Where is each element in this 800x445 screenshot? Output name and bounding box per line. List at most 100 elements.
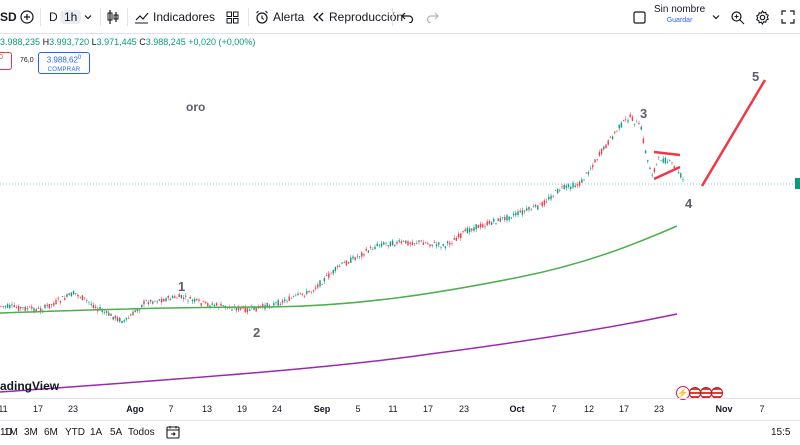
bottom-toolbar: 1D 5D 1M 3M 6M YTD 1A 5A Todos 15:5	[0, 420, 800, 445]
chart-text-oro: oro	[186, 100, 205, 114]
candle-body	[61, 296, 64, 298]
candle-body	[402, 241, 405, 242]
candle-body	[134, 310, 136, 313]
candle-body	[202, 301, 205, 302]
candle-body	[72, 291, 75, 295]
open-value: 3.988,235	[0, 37, 41, 47]
candle-body	[592, 165, 594, 168]
candle-body	[572, 182, 574, 188]
candle-body	[35, 309, 37, 312]
candle-body	[473, 227, 475, 231]
alert-button[interactable]: Alerta	[255, 6, 304, 28]
candle-body	[103, 312, 106, 313]
candle-body	[48, 304, 51, 309]
candle-body	[598, 152, 601, 156]
candle-body	[504, 216, 506, 221]
range-3m[interactable]: 3M	[24, 427, 38, 438]
range-1d[interactable]: 1D	[0, 427, 13, 438]
candle-body	[682, 179, 684, 180]
candle-body	[22, 307, 24, 309]
candle-body	[123, 320, 125, 322]
templates-button[interactable]	[226, 6, 239, 28]
candle-body	[59, 301, 62, 303]
candle-body	[545, 201, 548, 203]
symbol-search[interactable]: SD	[0, 6, 17, 28]
candle-body	[50, 304, 53, 305]
date-range-button[interactable]	[166, 425, 180, 442]
clock: 15:5	[771, 427, 791, 438]
wave-label-2: 2	[253, 325, 260, 340]
candle-body	[554, 190, 557, 191]
quick-search-button[interactable]	[730, 6, 745, 28]
range-ytd[interactable]: YTD	[65, 427, 85, 438]
candle-body	[383, 242, 385, 245]
candle-body	[325, 275, 328, 276]
change-value: +0,020 (+0,00%)	[188, 37, 256, 47]
wave-label-4: 4	[685, 196, 693, 211]
event-badges[interactable]: ⚡	[676, 386, 723, 400]
candle-body	[477, 224, 480, 229]
bar-style-button[interactable]	[106, 6, 120, 28]
time-axis[interactable]: 11 17 23 Ago 7 13 19 24 Sep 5 11 17 23 O…	[0, 398, 800, 420]
candle-body	[420, 240, 422, 242]
price-chart[interactable]: oro 1 2 3 4 5	[0, 34, 800, 398]
chart-type-button[interactable]: D	[49, 6, 58, 28]
candle-body	[127, 318, 130, 319]
buy-button[interactable]: 3.988,620 COMPRAR	[38, 52, 90, 74]
range-all[interactable]: Todos	[128, 427, 155, 438]
time-tick: 12	[583, 404, 595, 414]
candle-body	[147, 302, 150, 305]
interval-dropdown[interactable]	[83, 6, 93, 28]
spread-value: 76,0	[20, 57, 34, 64]
redo-button[interactable]	[426, 6, 439, 28]
candle-body	[20, 307, 22, 309]
candle-body	[174, 296, 176, 298]
candle-body	[565, 185, 568, 188]
candle-body	[622, 120, 625, 121]
layout-name: Sin nombre	[654, 4, 706, 15]
candle-body	[288, 296, 290, 301]
add-symbol-button[interactable]	[20, 6, 34, 28]
candle-body	[570, 187, 572, 190]
moving-average-purple	[0, 313, 678, 393]
candle-body	[314, 287, 317, 289]
range-5a[interactable]: 5A	[110, 427, 123, 438]
candle-body	[105, 311, 108, 313]
candle-body	[680, 173, 682, 178]
settings-button[interactable]	[755, 6, 770, 28]
candle-body	[266, 302, 268, 308]
candle-body	[673, 166, 675, 169]
top-toolbar: SD D 1h Indicadores Alerta Reproducción	[0, 0, 800, 34]
candle-body	[213, 304, 216, 306]
fullscreen-button[interactable]	[781, 6, 795, 28]
indicators-button[interactable]: Indicadores	[134, 6, 215, 28]
range-6m[interactable]: 6M	[44, 427, 58, 438]
candle-body	[277, 299, 279, 306]
sell-button[interactable]: 0	[0, 52, 12, 70]
replay-button[interactable]: Reproducción	[312, 6, 403, 28]
candle-body	[367, 250, 370, 253]
candle-body	[185, 295, 187, 297]
toolbar-divider	[40, 8, 41, 26]
candle-body	[306, 290, 308, 294]
range-1a[interactable]: 1A	[90, 427, 103, 438]
candle-body	[629, 114, 631, 118]
candle-body	[611, 136, 614, 140]
candle-body	[125, 317, 128, 320]
layout-dropdown[interactable]	[711, 6, 721, 28]
undo-button[interactable]	[401, 6, 414, 28]
candle-body	[435, 244, 438, 247]
time-tick: 7	[168, 404, 174, 414]
range-1m[interactable]: 1M	[4, 427, 18, 438]
time-tick: 23	[458, 404, 470, 414]
layout-name-button[interactable]: Sin nombre Guardar	[654, 4, 705, 30]
candle-body	[119, 317, 121, 322]
candle-body	[460, 233, 462, 239]
candle-body	[620, 122, 623, 128]
interval-button[interactable]: 1h	[60, 6, 82, 28]
candle-body	[79, 297, 81, 298]
candle-body	[455, 238, 458, 241]
layout-button[interactable]	[633, 6, 646, 28]
candle-body	[352, 256, 354, 259]
low-value: 3.971,445	[96, 37, 137, 47]
